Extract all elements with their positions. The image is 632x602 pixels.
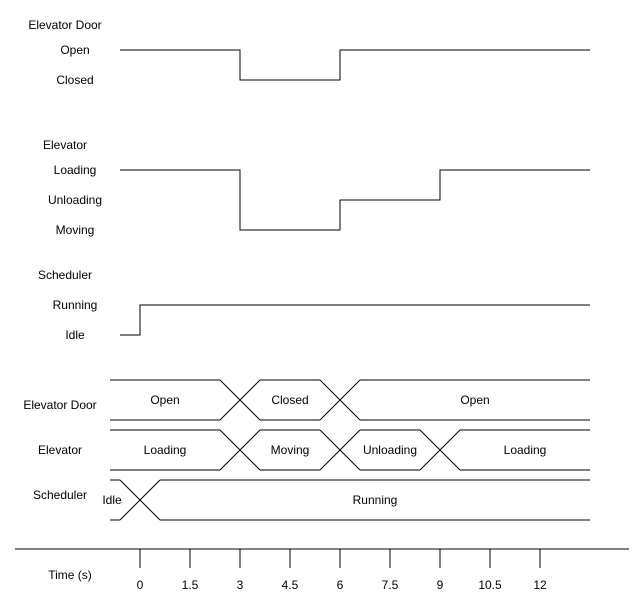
tick-label: 10.5 [478, 578, 502, 592]
bus-segment-label-idle: Idle [102, 493, 122, 507]
time-axis: Time (s) 0 1.5 3 4.5 6 7.5 9 10.5 12 [15, 548, 629, 592]
bus-trace [110, 429, 590, 471]
bus-title: Elevator Door [23, 398, 96, 412]
bus-segment-label-unloading: Unloading [363, 443, 417, 457]
bus-title: Elevator [38, 443, 82, 457]
tick-label: 12 [533, 578, 547, 592]
time-axis-label: Time (s) [48, 568, 92, 582]
level-label-unloading: Unloading [48, 193, 102, 207]
tick-label: 0 [137, 578, 144, 592]
tick-label: 1.5 [182, 578, 199, 592]
waveform-scheduler: Scheduler Running Idle [38, 268, 590, 342]
level-label-open: Open [60, 43, 89, 57]
bus-segment-label-loading: Loading [144, 443, 187, 457]
bus-section: Elevator Door Open Closed Open Elevator Loadi… [23, 379, 590, 521]
waveform-title: Elevator Door [28, 18, 101, 32]
waveform-title: Elevator [43, 138, 87, 152]
bus-segment-label-open: Open [460, 393, 489, 407]
level-label-closed: Closed [56, 73, 93, 87]
waveform-elevator: Elevator Loading Unloading Moving [43, 138, 590, 237]
level-label-running: Running [53, 298, 98, 312]
waveform-title: Scheduler [38, 268, 92, 282]
tick-label: 3 [237, 578, 244, 592]
bus-scheduler: Scheduler Idle Running [33, 479, 590, 521]
waveform-section: Elevator Door Open Closed Elevator Loading Un… [28, 18, 590, 342]
bus-segment-label-loading: Loading [504, 443, 547, 457]
tick-label: 9 [437, 578, 444, 592]
level-label-idle: Idle [65, 328, 85, 342]
level-label-moving: Moving [56, 223, 95, 237]
bus-segment-label-moving: Moving [271, 443, 310, 457]
tick-label: 7.5 [382, 578, 399, 592]
bus-elevator: Elevator Loading Moving Unloading Loading [38, 429, 590, 471]
waveform-trace [120, 304, 590, 336]
waveform-trace [120, 49, 590, 81]
level-label-loading: Loading [54, 163, 97, 177]
tick-label: 4.5 [282, 578, 299, 592]
bus-segment-label-running: Running [353, 493, 398, 507]
bus-segment-label-closed: Closed [271, 393, 308, 407]
tick-label: 6 [337, 578, 344, 592]
bus-segment-label-open: Open [150, 393, 179, 407]
waveform-trace [120, 169, 590, 231]
waveform-elevator-door: Elevator Door Open Closed [28, 18, 590, 87]
bus-title: Scheduler [33, 488, 87, 502]
bus-elevator-door: Elevator Door Open Closed Open [23, 379, 590, 421]
bus-trace [110, 479, 590, 521]
bus-trace [110, 379, 590, 421]
